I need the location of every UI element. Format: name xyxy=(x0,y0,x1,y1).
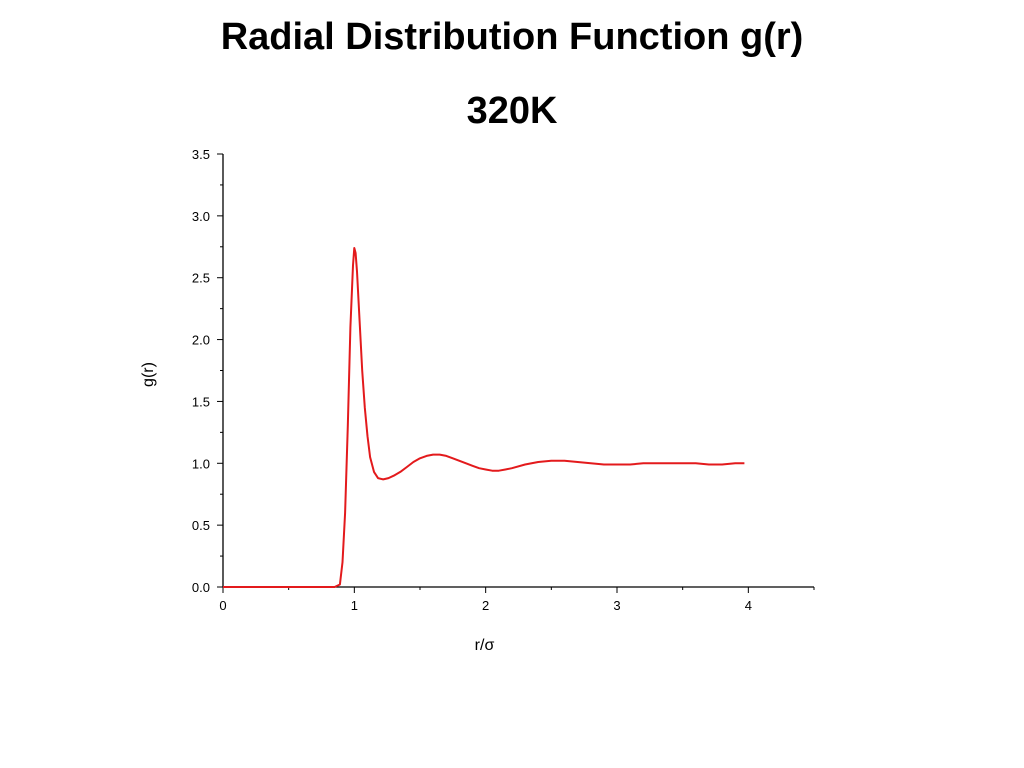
y-tick-label: 2.0 xyxy=(192,333,210,348)
chart-subtitle: 320K xyxy=(466,90,558,132)
y-tick-label: 1.5 xyxy=(192,394,210,409)
y-tick-label: 3.0 xyxy=(192,209,210,224)
x-ticks: 0 1 2 3 4 xyxy=(219,587,815,613)
y-tick-label: 1.0 xyxy=(192,456,210,471)
x-axis-label: r/σ xyxy=(475,637,495,654)
x-tick-label: 4 xyxy=(745,598,752,613)
x-tick-label: 0 xyxy=(219,598,226,613)
series-line-0 xyxy=(223,247,745,588)
x-tick-label: 2 xyxy=(482,598,489,613)
y-axis-label: g(r) xyxy=(140,362,157,387)
y-tick-label: 2.5 xyxy=(192,271,210,286)
axes xyxy=(222,154,814,588)
y-tick-label: 0.0 xyxy=(192,580,210,595)
chart-title: Radial Distribution Function g(r) xyxy=(220,16,804,58)
y-tick-label: 0.5 xyxy=(192,518,210,533)
y-ticks: 0.0 0.5 1.0 1.5 2.0 2.5 3.0 3.5 xyxy=(192,147,223,595)
plot-area xyxy=(223,247,745,588)
x-tick-label: 3 xyxy=(613,598,620,613)
x-tick-label: 1 xyxy=(351,598,358,613)
y-tick-label: 3.5 xyxy=(192,147,210,162)
